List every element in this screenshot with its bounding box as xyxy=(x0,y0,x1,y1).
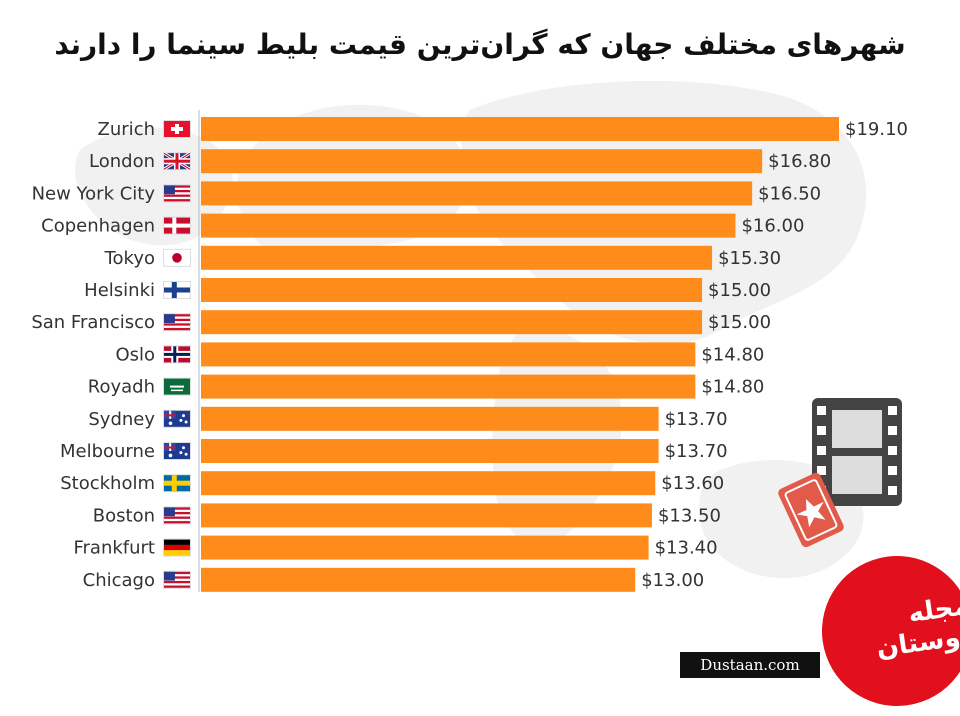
category-label: Royadh xyxy=(88,377,155,398)
category-label: Tokyo xyxy=(104,248,155,269)
ticket-icon xyxy=(778,472,844,548)
bar-sydney xyxy=(201,406,659,431)
value-label: $19.10 xyxy=(845,119,908,140)
bar-melbourne xyxy=(201,439,659,463)
category-label: London xyxy=(89,151,155,172)
value-label: $15.00 xyxy=(708,312,771,333)
category-label: Stockholm xyxy=(60,473,155,494)
category-label: Zurich xyxy=(98,119,155,140)
bar-chicago xyxy=(201,567,636,592)
category-label: Boston xyxy=(93,505,155,526)
bar-helsinki xyxy=(201,278,703,302)
bar-oslo xyxy=(201,342,696,367)
value-label: $14.80 xyxy=(701,377,764,398)
flag-fi-icon xyxy=(163,281,191,299)
value-label: $16.80 xyxy=(768,151,831,172)
value-label: $15.30 xyxy=(718,248,781,269)
bar-boston xyxy=(201,503,652,528)
bar-frankfurt xyxy=(201,535,649,560)
value-label: $13.60 xyxy=(661,473,724,494)
value-label: $13.70 xyxy=(665,441,728,462)
category-label: Melbourne xyxy=(60,441,155,462)
flag-no-icon xyxy=(163,345,191,364)
value-label: $13.40 xyxy=(655,538,718,559)
flag-sa-icon xyxy=(163,377,191,396)
chart-title: شهرهای مختلف جهان که گران‌ترین قیمت بلیط… xyxy=(54,28,906,61)
bar-san-francisco xyxy=(201,310,703,335)
flag-au-icon xyxy=(163,442,191,460)
bar-tokyo xyxy=(201,245,713,270)
category-label: Copenhagen xyxy=(41,216,155,237)
bar-stockholm xyxy=(201,471,656,496)
bar-new-york-city xyxy=(201,181,753,206)
flag-gb-icon xyxy=(163,151,191,171)
flag-us-icon xyxy=(163,506,191,525)
value-label: $13.70 xyxy=(665,409,728,430)
film-strip-icon xyxy=(812,398,902,506)
bar-zurich xyxy=(201,117,839,141)
category-label: San Francisco xyxy=(31,312,155,333)
value-label: $14.80 xyxy=(701,344,764,365)
value-label: $13.00 xyxy=(641,570,704,591)
flag-us-icon xyxy=(163,184,191,203)
bar-copenhagen xyxy=(201,213,736,238)
category-label: New York City xyxy=(32,183,156,204)
flag-us-icon xyxy=(163,570,191,589)
watermark-url: Dustaan.com xyxy=(680,652,820,678)
flag-dk-icon xyxy=(163,216,191,235)
bar-royadh xyxy=(201,374,696,399)
flag-us-icon xyxy=(163,313,191,332)
flag-de-icon xyxy=(163,538,191,557)
bar-chart: Zurich $19.10 London $16.80 New York City $16… xyxy=(31,110,908,592)
value-label: $16.00 xyxy=(741,216,804,237)
flag-ch-icon xyxy=(163,120,191,138)
value-label: $15.00 xyxy=(708,280,771,301)
flag-jp-icon xyxy=(163,248,191,267)
flag-se-icon xyxy=(163,474,191,493)
category-label: Frankfurt xyxy=(73,538,155,559)
bar-london xyxy=(201,149,763,174)
category-label: Sydney xyxy=(88,409,155,430)
flag-au-icon xyxy=(163,409,191,428)
category-label: Helsinki xyxy=(84,280,155,301)
value-label: $16.50 xyxy=(758,183,821,204)
category-label: Oslo xyxy=(115,344,155,365)
category-label: Chicago xyxy=(83,570,155,591)
value-label: $13.50 xyxy=(658,505,721,526)
